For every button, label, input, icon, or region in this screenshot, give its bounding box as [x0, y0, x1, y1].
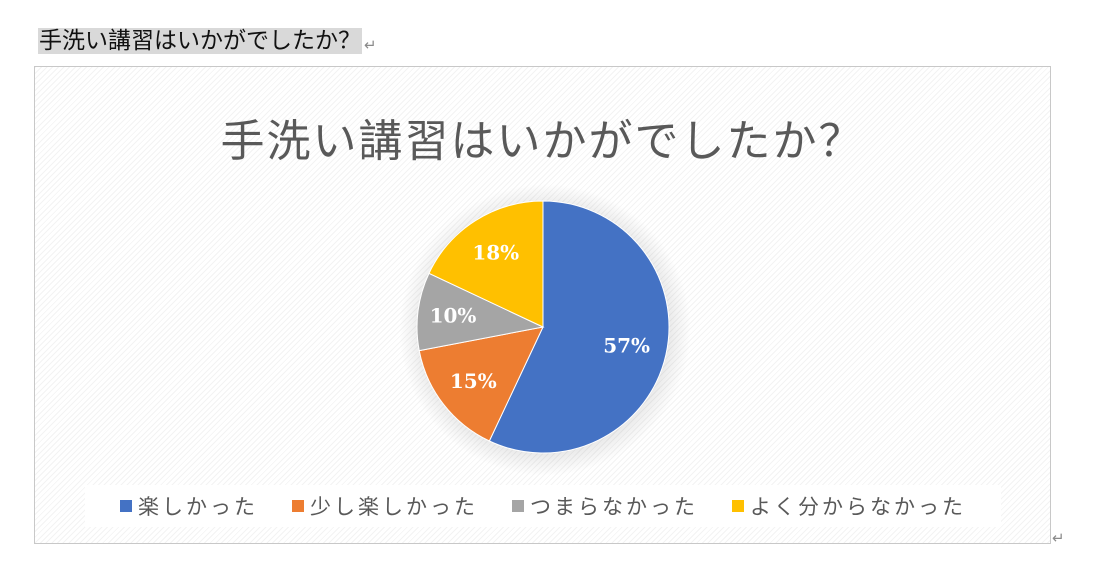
pie-data-label: 15% [450, 369, 497, 393]
paragraph-mark-end-icon: ↵ [1052, 529, 1065, 547]
pie-slice[interactable] [418, 326, 544, 442]
pie-chart: 57% 15% 10% 18% [399, 184, 691, 476]
pie-slice[interactable] [416, 272, 545, 352]
legend-label: よく分からなかった [750, 495, 966, 519]
pie-slice[interactable] [428, 200, 544, 328]
pie-slice[interactable] [488, 200, 670, 454]
chart-legend: 楽しかった 少し楽しかった つまらなかった よく分からなかった [85, 485, 1001, 527]
chart-title: 手洗い講習はいかがでしたか？ [220, 116, 865, 167]
legend-swatch [292, 500, 304, 512]
legend-label: 少し楽しかった [310, 495, 478, 519]
legend-item[interactable]: つまらなかった [512, 491, 698, 521]
document-heading: 手洗い講習はいかがでしたか？ ↵ [38, 26, 377, 56]
pie-data-label: 10% [430, 304, 477, 328]
pie-slices [416, 200, 670, 454]
legend-item[interactable]: 楽しかった [120, 491, 258, 521]
pie-data-label: 18% [472, 241, 519, 265]
chart-frame[interactable]: 手洗い講習はいかがでしたか？ 57% 15% 10% 18% 楽しかった 少し楽しかった… [34, 66, 1051, 544]
legend-item[interactable]: 少し楽しかった [292, 491, 478, 521]
legend-label: 楽しかった [138, 495, 258, 519]
pie-labels: 57% 15% 10% 18% [430, 241, 650, 394]
pie-data-label: 57% [603, 334, 650, 358]
legend-swatch [732, 500, 744, 512]
legend-label: つまらなかった [530, 495, 698, 519]
paragraph-mark-icon: ↵ [364, 36, 377, 54]
legend-swatch [512, 500, 524, 512]
document-heading-text: 手洗い講習はいかがでしたか？ [38, 28, 362, 54]
legend-swatch [120, 500, 132, 512]
legend-item[interactable]: よく分からなかった [732, 491, 966, 521]
